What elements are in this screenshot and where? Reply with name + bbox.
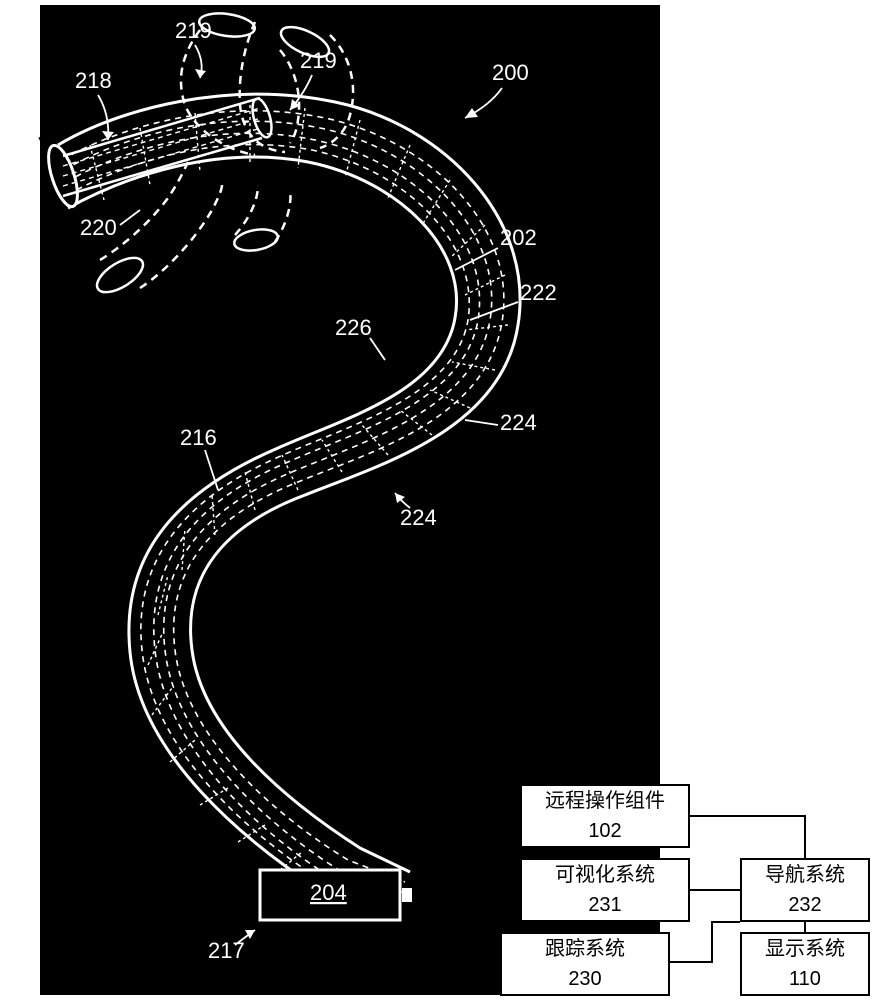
tracking-box: 跟踪系统 230 <box>500 932 670 996</box>
svg-text:200: 200 <box>492 60 529 85</box>
navigation-label: 导航系统 <box>765 862 845 888</box>
svg-text:224: 224 <box>400 505 437 530</box>
svg-text:218: 218 <box>75 68 112 93</box>
svg-text:226: 226 <box>335 315 372 340</box>
svg-text:202: 202 <box>500 225 537 250</box>
svg-text:220: 220 <box>80 215 117 240</box>
teleoperation-num: 102 <box>588 818 621 844</box>
svg-text:219: 219 <box>300 48 337 73</box>
display-num: 110 <box>789 966 821 992</box>
svg-text:224: 224 <box>500 410 537 435</box>
svg-text:204: 204 <box>310 880 347 905</box>
patent-figure: 219 218 219 200 220 202 222 226 216 224 … <box>0 0 887 1000</box>
svg-text:219: 219 <box>175 18 212 43</box>
visualization-box: 可视化系统 231 <box>520 858 690 922</box>
tracking-num: 230 <box>568 966 601 992</box>
visualization-num: 231 <box>588 892 621 918</box>
tracking-label: 跟踪系统 <box>545 936 625 962</box>
teleoperation-box: 远程操作组件 102 <box>520 784 690 848</box>
teleoperation-label: 远程操作组件 <box>545 788 665 814</box>
svg-text:216: 216 <box>180 425 217 450</box>
navigation-num: 232 <box>788 892 821 918</box>
display-box: 显示系统 110 <box>740 932 870 996</box>
display-label: 显示系统 <box>765 936 845 962</box>
navigation-box: 导航系统 232 <box>740 858 870 922</box>
svg-text:222: 222 <box>520 280 557 305</box>
visualization-label: 可视化系统 <box>555 862 655 888</box>
